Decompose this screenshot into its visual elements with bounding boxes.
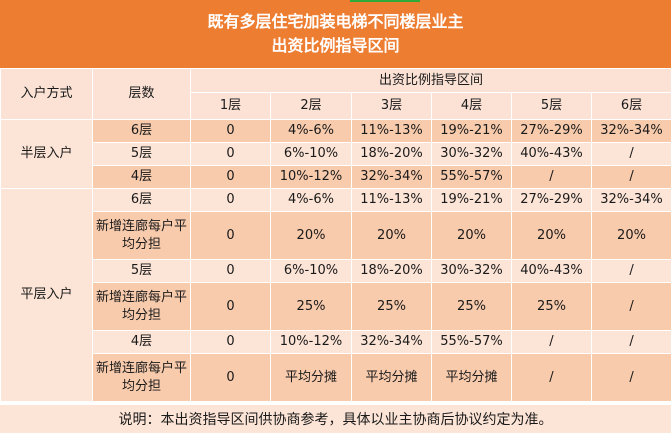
ratio-cell: 32%-34% <box>590 119 671 143</box>
ratio-cell: 10%-12% <box>270 165 352 189</box>
ratio-cell: 32%-34% <box>351 330 432 354</box>
ratio-cell: 19%-21% <box>431 119 512 143</box>
ratio-cell: 30%-32% <box>431 142 512 166</box>
table-row: 新增连廊每户平均分担 0 25% 25% 25% 25% / <box>1 282 671 331</box>
ratio-cell: 平均分摊 <box>270 353 352 402</box>
table-row: 平层入户 6层 0 4%-6% 11%-13% 19%-21% 27%-29% 32%-34% <box>0 188 671 402</box>
ratio-cell: / <box>590 259 671 283</box>
cell-selection-accent <box>350 0 420 2</box>
ratio-cell: 6%-10% <box>270 142 352 166</box>
ratio-cell: 0 <box>190 211 271 260</box>
table-row: 新增连廊每户平均分担 0 平均分摊 平均分摊 平均分摊 / / <box>1 353 671 402</box>
header-floor-col: 3层 <box>351 92 432 120</box>
ratio-cell: 0 <box>190 165 271 189</box>
ratio-cell: 55%-57% <box>431 330 512 354</box>
ratio-cell: 18%-20% <box>351 142 432 166</box>
title-line-1: 既有多层住宅加装电梯不同楼层业主 <box>207 12 464 31</box>
title-line-2: 出资比例指导区间 <box>271 36 400 55</box>
ratio-cell: 11%-13% <box>351 119 432 143</box>
ratio-cell: 11%-13% <box>351 188 432 212</box>
ratio-cell: 25% <box>351 282 432 331</box>
floor-cell: 6层 <box>92 119 191 143</box>
ratio-cell: 25% <box>270 282 352 331</box>
ratio-cell: 40%-43% <box>511 259 592 283</box>
table-row: 5层 0 6%-10% 18%-20% 30%-32% 40%-43% / <box>1 259 671 283</box>
table-title: 既有多层住宅加装电梯不同楼层业主 出资比例指导区间 <box>0 0 671 68</box>
header-floor-col: 5层 <box>511 92 592 120</box>
floor-cell: 新增连廊每户平均分担 <box>92 353 191 402</box>
entry-method-cell: 平层入户 <box>0 188 93 402</box>
table-row: 半层入户 6层 0 4%-6% 11%-13% 19%-21% 27%-29% 32%-34% <box>0 119 671 189</box>
header-floor-col: 4层 <box>431 92 512 120</box>
ratio-cell: 0 <box>190 259 271 283</box>
ratio-cell: 0 <box>190 330 271 354</box>
ratio-cell: 18%-20% <box>351 259 432 283</box>
ratio-table: 入户方式 层数 出资比例指导区间 1层 2层 3层 4层 5层 6层 半层入户 6层 0 4%-… <box>0 68 671 402</box>
floor-cell: 5层 <box>92 259 191 283</box>
table-row: 5层 0 6%-10% 18%-20% 30%-32% 40%-43% / <box>1 142 671 166</box>
floor-cell: 4层 <box>92 330 191 354</box>
header-floor-col: 1层 <box>190 92 271 120</box>
ratio-cell: 20% <box>351 211 432 260</box>
ratio-cell: / <box>590 282 671 331</box>
ratio-cell: 30%-32% <box>431 259 512 283</box>
ratio-cell: 4%-6% <box>270 188 352 212</box>
ratio-cell: 55%-57% <box>431 165 512 189</box>
ratio-cell: 平均分摊 <box>431 353 512 402</box>
ratio-cell: 20% <box>590 211 671 260</box>
ratio-cell: 27%-29% <box>511 188 592 212</box>
table-row: 新增连廊每户平均分担 0 20% 20% 20% 20% 20% <box>1 211 671 260</box>
ratio-cell: 25% <box>511 282 592 331</box>
ratio-cell: 0 <box>190 188 271 212</box>
ratio-cell: 27%-29% <box>511 119 592 143</box>
floor-cell: 新增连廊每户平均分担 <box>92 211 191 260</box>
ratio-cell: 20% <box>270 211 352 260</box>
ratio-cell: / <box>590 142 671 166</box>
ratio-cell: 20% <box>431 211 512 260</box>
header-floors: 层数 <box>92 68 191 120</box>
ratio-cell: 6%-10% <box>270 259 352 283</box>
floor-cell: 新增连廊每户平均分担 <box>92 282 191 331</box>
ratio-cell: 25% <box>431 282 512 331</box>
header-ratio-range: 出资比例指导区间 <box>189 68 671 93</box>
header-floor-col: 6层 <box>590 92 671 120</box>
floor-cell: 6层 <box>92 188 191 212</box>
ratio-cell: 0 <box>190 119 271 143</box>
floor-cell: 5层 <box>92 142 191 166</box>
ratio-cell: 0 <box>190 353 271 402</box>
floor-cell: 4层 <box>92 165 191 189</box>
ratio-cell: 40%-43% <box>511 142 592 166</box>
header-floor-col: 2层 <box>270 92 352 120</box>
ratio-cell: 32%-34% <box>351 165 432 189</box>
footnote: 说明：本出资指导区间供协商参考，具体以业主协商后协议约定为准。 <box>0 405 671 433</box>
header-entry-method: 入户方式 <box>0 68 93 120</box>
ratio-cell: 平均分摊 <box>351 353 432 402</box>
ratio-cell: 20% <box>511 211 592 260</box>
ratio-cell: / <box>590 165 671 189</box>
ratio-cell: 10%-12% <box>270 330 352 354</box>
ratio-cell: 32%-34% <box>590 188 671 212</box>
ratio-cell: / <box>590 353 671 402</box>
ratio-cell: 0 <box>190 282 271 331</box>
ratio-cell: / <box>511 353 592 402</box>
ratio-cell: 19%-21% <box>431 188 512 212</box>
ratio-cell: 4%-6% <box>270 119 352 143</box>
ratio-cell: / <box>511 330 592 354</box>
table-row: 4层 0 10%-12% 32%-34% 55%-57% / / <box>1 165 671 189</box>
entry-method-cell: 半层入户 <box>0 119 93 189</box>
ratio-cell: / <box>590 330 671 354</box>
ratio-cell: / <box>511 165 592 189</box>
ratio-cell: 0 <box>190 142 271 166</box>
table-row: 4层 0 10%-12% 32%-34% 55%-57% / / <box>1 330 671 354</box>
